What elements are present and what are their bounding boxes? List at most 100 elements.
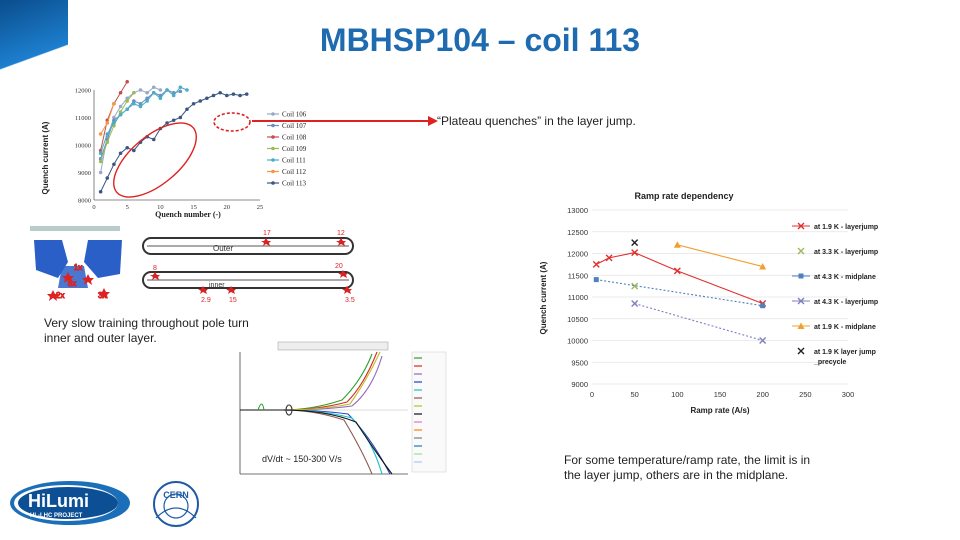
training-series-point bbox=[132, 90, 136, 95]
training-legend-label: Coil 109 bbox=[282, 145, 307, 153]
svg-text:17: 17 bbox=[263, 230, 271, 237]
layer-jump-schematic: Outer inner 17 12 8 20 2.9 15 3.5 bbox=[142, 230, 355, 304]
training-series-point bbox=[105, 121, 110, 125]
ramp-series-line bbox=[596, 279, 763, 307]
dvdt-label: dV/dt ~ 150-300 V/s bbox=[262, 454, 342, 464]
ramp-series-point bbox=[592, 260, 600, 268]
cern-logo: CERN bbox=[150, 478, 202, 530]
training-legend-marker bbox=[271, 112, 275, 116]
training-series-point bbox=[118, 112, 123, 117]
ramp-series-point bbox=[760, 303, 766, 309]
training-chart-x-tick: 20 bbox=[224, 204, 231, 211]
training-series-point bbox=[118, 90, 123, 95]
training-series-point bbox=[112, 121, 116, 125]
ramp-chart-y-tick: 9000 bbox=[571, 380, 588, 389]
training-series-point bbox=[98, 132, 103, 136]
training-series-point bbox=[112, 101, 116, 106]
training-note: Very slow training throughout pole turn … bbox=[44, 316, 274, 346]
training-legend-label: Coil 112 bbox=[282, 168, 307, 176]
training-series-point bbox=[191, 101, 196, 106]
ramp-chart-y-tick: 12500 bbox=[567, 228, 588, 237]
ramp-chart-x-label: Ramp rate (A/s) bbox=[690, 406, 749, 415]
ramp-chart-y-tick: 13000 bbox=[567, 206, 588, 215]
hilumi-logo: HiLumi HL-LHC PROJECT bbox=[8, 478, 132, 528]
svg-text:1x: 1x bbox=[74, 263, 82, 272]
ramp-legend-label: at 3.3 K - layerjump bbox=[814, 249, 878, 256]
ramp-series-point bbox=[759, 337, 767, 344]
training-series-point bbox=[105, 176, 110, 180]
training-series-point bbox=[151, 137, 156, 142]
training-chart-y-label: Quench current (A) bbox=[41, 121, 50, 194]
training-chart-x-label: Quench number (-) bbox=[155, 210, 221, 219]
training-legend-label: Coil 107 bbox=[282, 122, 307, 130]
ramp-note: For some temperature/ramp rate, the limi… bbox=[564, 453, 844, 483]
training-series-point bbox=[105, 140, 110, 145]
training-series-point bbox=[98, 170, 103, 175]
training-series-point bbox=[118, 110, 123, 114]
ramp-series-point bbox=[673, 267, 681, 275]
training-series-point bbox=[151, 85, 156, 90]
ramp-note-line1: For some temperature/ramp rate, the limi… bbox=[564, 453, 811, 467]
training-series-point bbox=[138, 104, 143, 109]
training-series-point bbox=[118, 104, 123, 109]
training-chart-x-tick: 25 bbox=[257, 204, 264, 211]
slide-title: MBHSP104 – coil 113 bbox=[319, 22, 641, 58]
training-legend-marker bbox=[271, 135, 275, 139]
training-series-point bbox=[178, 89, 183, 94]
training-chart-y-tick: 8000 bbox=[78, 198, 91, 205]
coil-cross-section-diagram: 1x 5x 2x 3x bbox=[30, 226, 122, 301]
training-series-point bbox=[185, 107, 189, 112]
training-legend-label: Coil 108 bbox=[282, 134, 307, 142]
plateau-note: “Plateau quenches” in the layer jump. bbox=[437, 114, 636, 128]
corner-band-decoration bbox=[0, 0, 68, 90]
training-chart-x-tick: 10 bbox=[157, 204, 164, 211]
training-series-point bbox=[98, 151, 103, 156]
ramp-legend-label: at 1.9 K - layerjump bbox=[814, 224, 878, 231]
ramp-chart-y-tick: 11500 bbox=[568, 271, 588, 280]
training-chart-x-tick: 0 bbox=[92, 204, 95, 211]
svg-text:2x: 2x bbox=[56, 291, 64, 300]
training-series-point bbox=[151, 90, 156, 95]
training-legend-marker bbox=[271, 158, 275, 162]
plateau-arrow bbox=[252, 116, 438, 126]
ramp-legend-label-cont: _precycle bbox=[813, 359, 846, 366]
ramp-chart-x-tick: 250 bbox=[799, 390, 812, 399]
ramp-legend-label: at 4.3 K - layerjump bbox=[814, 299, 878, 306]
ramp-series-point bbox=[631, 282, 639, 290]
ramp-chart-y-tick: 12000 bbox=[567, 250, 588, 259]
training-series-point bbox=[158, 96, 163, 101]
training-chart-y-tick: 10000 bbox=[75, 143, 91, 150]
svg-text:2.9: 2.9 bbox=[201, 297, 211, 304]
ramp-chart-y-label: Quench current (A) bbox=[539, 261, 548, 334]
ramp-legend-label: at 4.3 K - midplane bbox=[814, 274, 876, 281]
ramp-chart-y-tick: 10500 bbox=[567, 315, 588, 324]
training-series-point bbox=[165, 121, 169, 125]
plateau-ellipse bbox=[213, 112, 251, 132]
training-series-point bbox=[205, 96, 209, 101]
training-series-point bbox=[211, 93, 216, 98]
training-legend-label: Coil 111 bbox=[282, 157, 306, 165]
training-series-point bbox=[132, 101, 136, 106]
training-chart: 8000 9000 10000 11000 12000 0 5 10 15 20 25 Quench… bbox=[38, 80, 268, 220]
training-chart-legend: Coil 106 Coil 107 Coil 108 Coil 109 Coil 111… bbox=[267, 111, 307, 188]
training-chart-y-tick: 12000 bbox=[75, 88, 91, 95]
training-series-point bbox=[185, 88, 189, 92]
ramp-series-point bbox=[631, 239, 639, 247]
ramp-legend-label: at 1.9 K layer jump bbox=[814, 349, 876, 356]
ramp-series-point bbox=[759, 263, 767, 270]
svg-text:5x: 5x bbox=[68, 279, 76, 288]
ramp-chart-x-tick: 50 bbox=[630, 390, 638, 399]
ramp-series-point bbox=[631, 300, 639, 308]
training-legend-label: Coil 106 bbox=[282, 111, 307, 119]
ramp-legend-marker bbox=[797, 297, 805, 305]
svg-text:12: 12 bbox=[337, 230, 345, 237]
training-series-point bbox=[98, 159, 103, 164]
cern-logo-text: CERN bbox=[163, 490, 189, 500]
ramp-chart-y-tick: 9500 bbox=[571, 358, 588, 367]
training-series-point bbox=[118, 151, 123, 156]
training-series-point bbox=[132, 148, 136, 153]
hilumi-logo-text: HiLumi bbox=[28, 491, 89, 511]
training-series-point bbox=[171, 93, 176, 98]
ramp-series-point bbox=[593, 277, 599, 283]
ramp-legend-marker bbox=[797, 322, 805, 329]
